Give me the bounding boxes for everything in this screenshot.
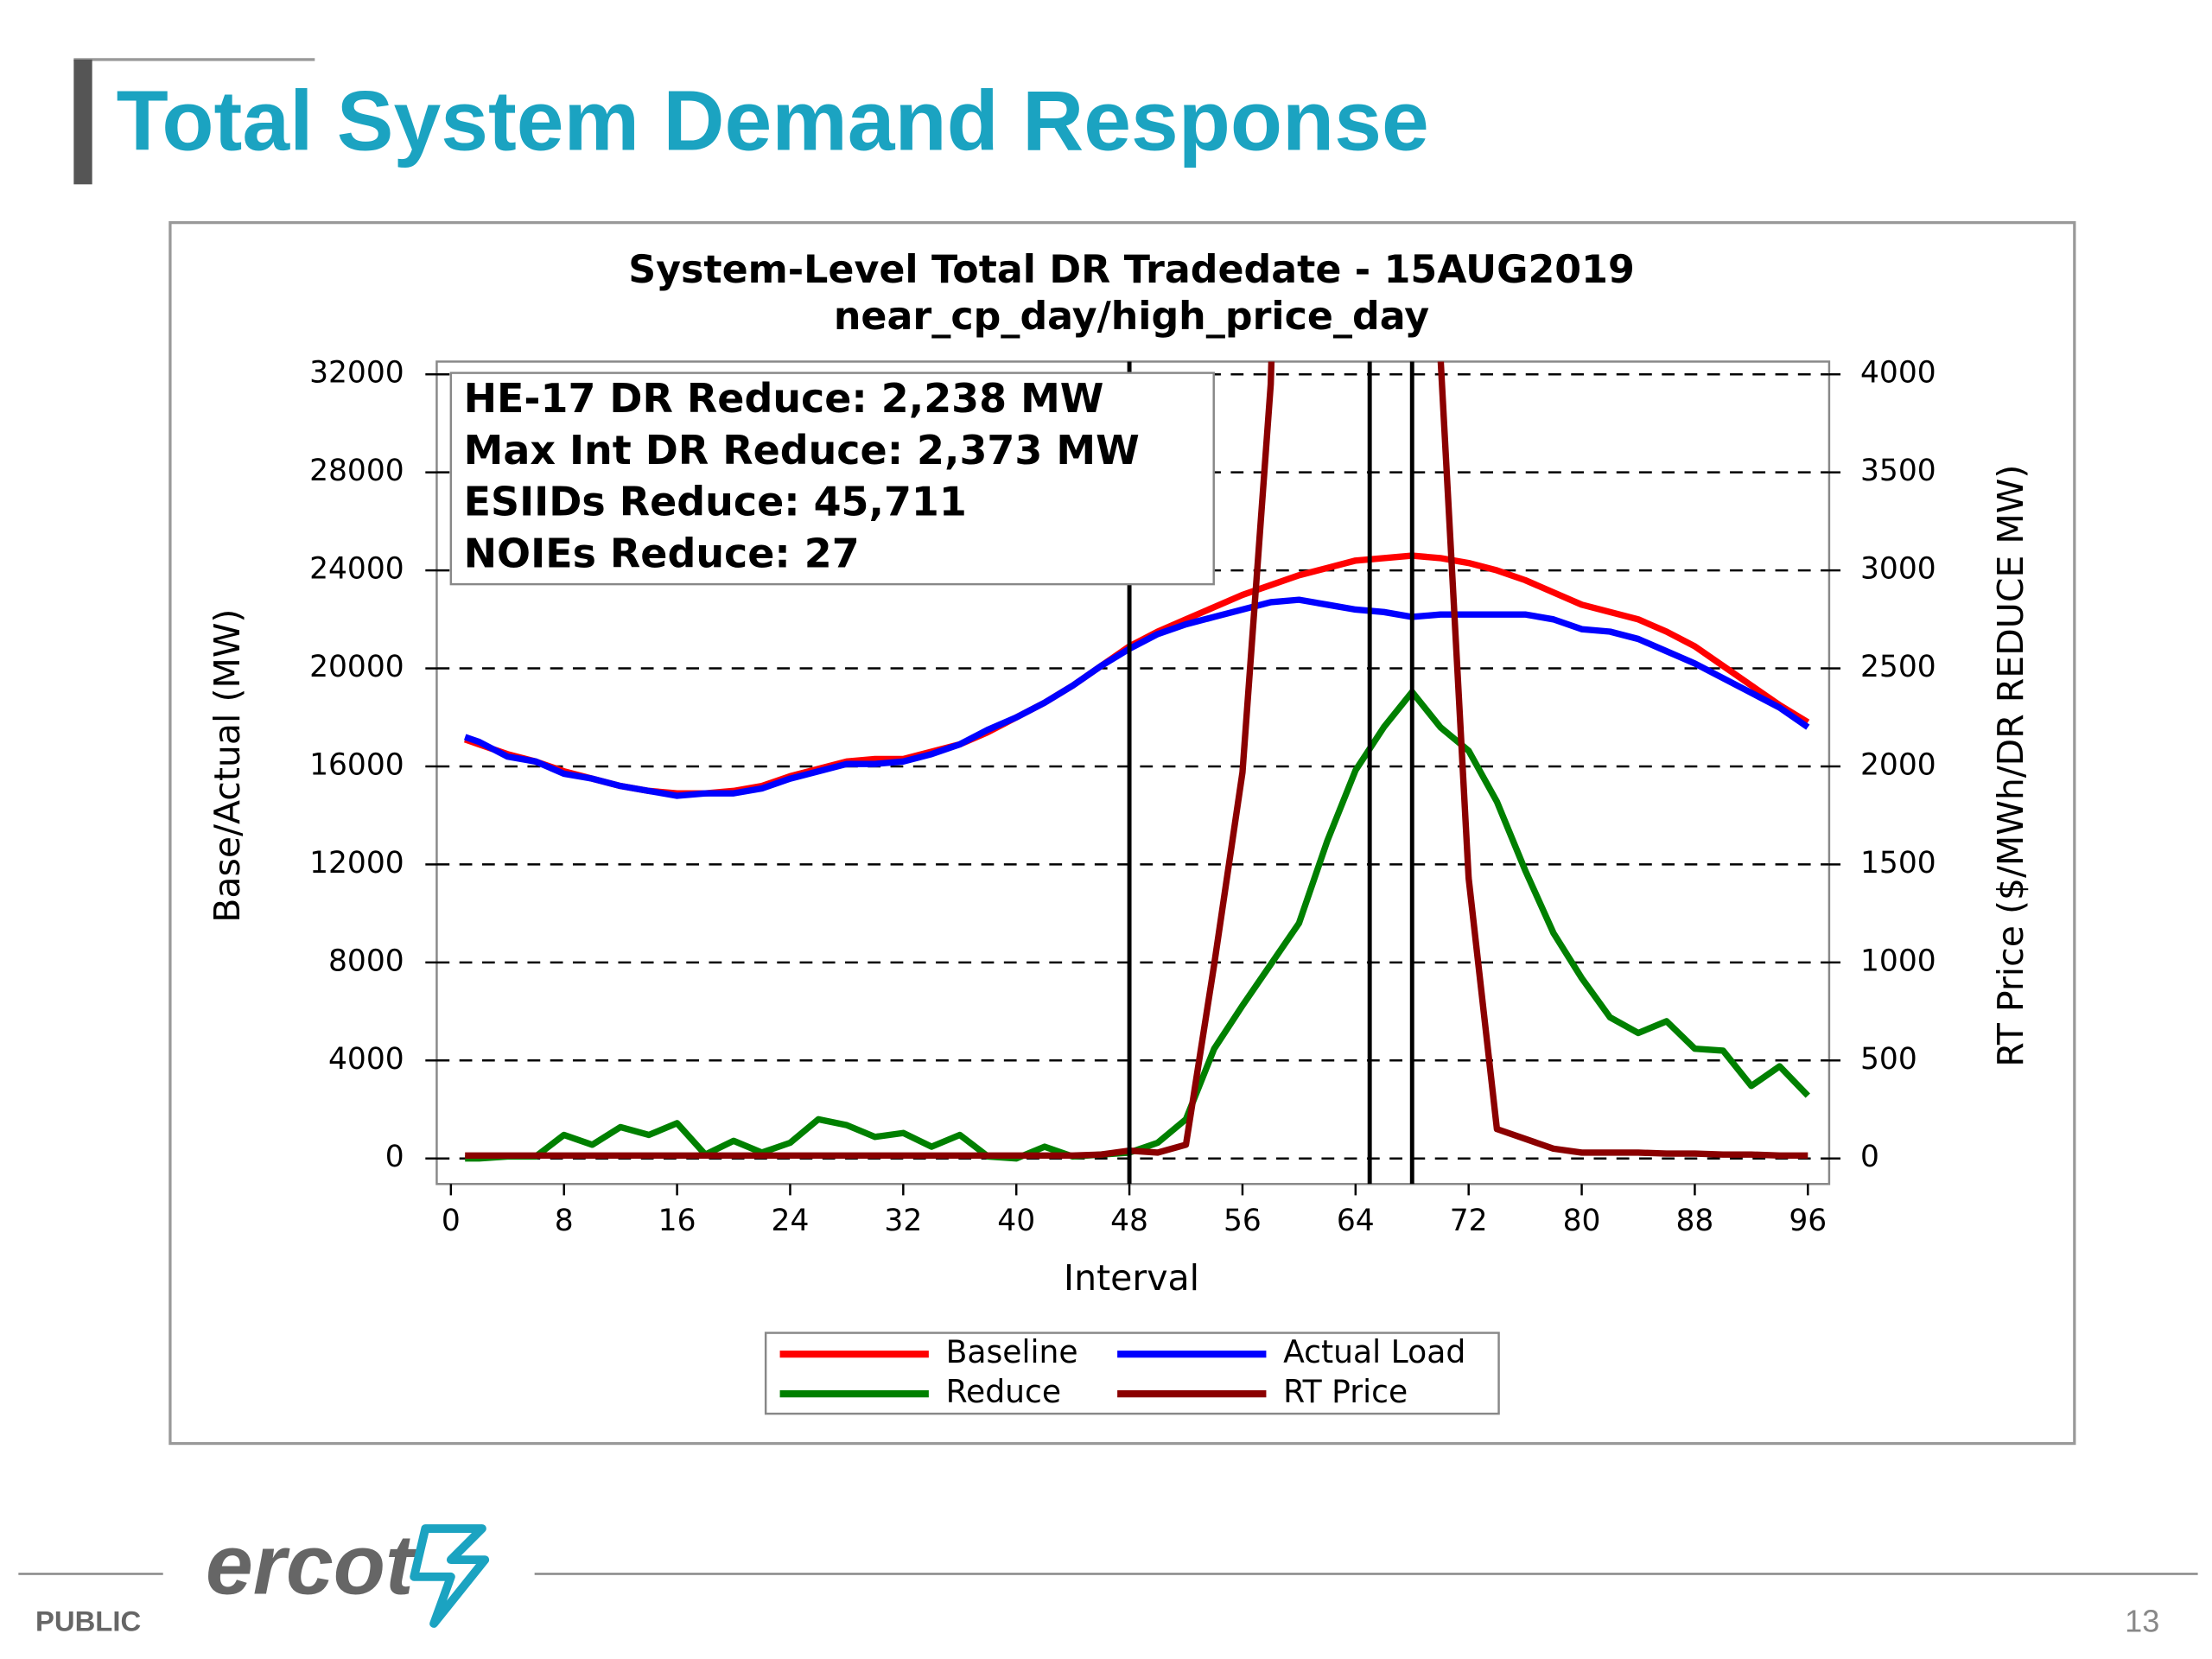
x-tick-label: 72 <box>1450 1204 1488 1238</box>
annotation-text: Max Int DR Reduce: 2,373 MW <box>464 427 1140 474</box>
y-tick-label: 12000 <box>309 846 404 880</box>
x-tick-label: 0 <box>442 1204 461 1238</box>
y2-tick-label: 3500 <box>1860 454 1936 488</box>
annotation-text: HE-17 DR Reduce: 2,238 MW <box>464 375 1104 422</box>
y2-tick-label: 1500 <box>1860 846 1936 880</box>
x-tick-label: 24 <box>772 1204 810 1238</box>
legend-label: Baseline <box>946 1333 1078 1370</box>
chart-title: System-Level Total DR Tradedate - 15AUG2… <box>628 248 1635 292</box>
y-tick-label: 8000 <box>328 944 404 978</box>
plot-area <box>436 361 1829 1185</box>
plot-frame <box>435 360 1831 1185</box>
x-tick-label: 48 <box>1110 1204 1148 1238</box>
y-tick-label: 16000 <box>309 747 404 782</box>
title-bar <box>73 59 92 185</box>
legend <box>764 1332 1500 1415</box>
y-axis-label: Base/Actual (MW) <box>207 609 248 923</box>
x-tick-label: 56 <box>1224 1204 1262 1238</box>
y-tick-label: 0 <box>385 1140 404 1174</box>
annotation-text: NOIEs Reduce: 27 <box>464 531 860 577</box>
y2-axis-label: RT Price ($/MWh/DR REDUCE MW) <box>1990 465 2031 1067</box>
x-tick-label: 40 <box>997 1204 1035 1238</box>
logo-mark <box>410 1524 490 1628</box>
y2-tick-label: 2000 <box>1860 747 1936 782</box>
y2-tick-label: 1000 <box>1860 944 1936 978</box>
legend-label: RT Price <box>1283 1373 1408 1410</box>
y-tick-label: 24000 <box>309 552 404 587</box>
series-line <box>465 689 1810 1162</box>
series-line <box>463 552 1810 797</box>
annotation-box <box>449 372 1215 586</box>
y-tick-label: 28000 <box>309 454 404 488</box>
legend-label: Reduce <box>946 1373 1062 1410</box>
x-tick-label: 32 <box>884 1204 922 1238</box>
logo-text: ercot <box>206 1516 417 1611</box>
x-tick-label: 8 <box>555 1204 574 1238</box>
y2-tick-label: 4000 <box>1860 356 1936 391</box>
y-tick-label: 32000 <box>309 356 404 391</box>
slide-title: Total System Demand Response <box>117 73 1429 168</box>
chart-frame <box>168 221 2076 1446</box>
x-tick-label: 80 <box>1563 1204 1601 1238</box>
y2-tick-label: 500 <box>1860 1042 1917 1077</box>
x-tick-label: 64 <box>1337 1204 1375 1238</box>
annotation-text: ESIIDs Reduce: 45,711 <box>464 479 967 525</box>
y2-tick-label: 3000 <box>1860 552 1936 587</box>
x-tick-label: 88 <box>1676 1204 1714 1238</box>
x-tick-label: 16 <box>658 1204 696 1238</box>
x-axis-label: Interval <box>1064 1257 1199 1299</box>
overlay: HE-17 DR Reduce: 2,238 MW Max Int DR Redu… <box>449 372 1500 1415</box>
chart-subtitle: near_cp_day/high_price_day <box>834 295 1429 339</box>
y-tick-label: 20000 <box>309 650 404 684</box>
legend-label: Actual Load <box>1283 1333 1465 1370</box>
y2-tick-label: 2500 <box>1860 650 1936 684</box>
page-number: 13 <box>2125 1604 2159 1639</box>
y2-tick-label: 0 <box>1860 1140 1879 1174</box>
footer-label: PUBLIC <box>35 1605 141 1637</box>
y-tick-label: 4000 <box>328 1042 404 1077</box>
x-tick-label: 96 <box>1789 1204 1827 1238</box>
